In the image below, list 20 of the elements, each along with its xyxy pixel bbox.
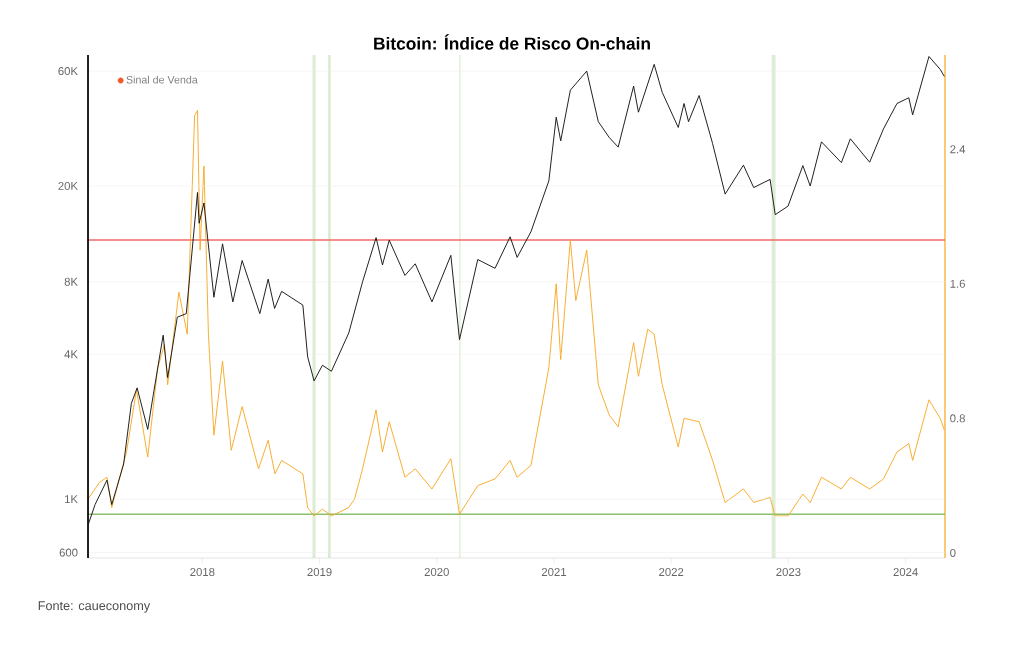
y-tick-label: 1K [65, 495, 78, 504]
y-tick-label: 20K [58, 181, 78, 190]
source-note: Fonte: caueconomy [38, 601, 151, 613]
legend-label: Sinal de Venda [126, 75, 198, 84]
x-tick-label: 2021 [541, 568, 567, 577]
x-tick-label: 2024 [893, 568, 918, 577]
y2-tick-label: 1.6 [950, 279, 965, 288]
y-tick-label: 4K [64, 350, 78, 359]
y2-tick-label: 0.8 [950, 414, 965, 423]
chart-title: Bitcoin: Índice de Risco On-chain [374, 34, 650, 50]
y2-tick-label: 2.4 [950, 145, 966, 154]
x-tick-label: 2020 [424, 568, 449, 577]
y-tick-label: 60K [58, 67, 78, 76]
x-tick-label: 2022 [659, 568, 684, 577]
x-tick-label: 2019 [307, 568, 332, 577]
y-tick-label: 600 [59, 548, 78, 557]
y2-tick-label: 0 [950, 548, 956, 557]
x-tick-label: 2018 [190, 568, 215, 577]
y-tick-label: 8K [64, 277, 78, 286]
x-tick-label: 2023 [776, 568, 801, 577]
